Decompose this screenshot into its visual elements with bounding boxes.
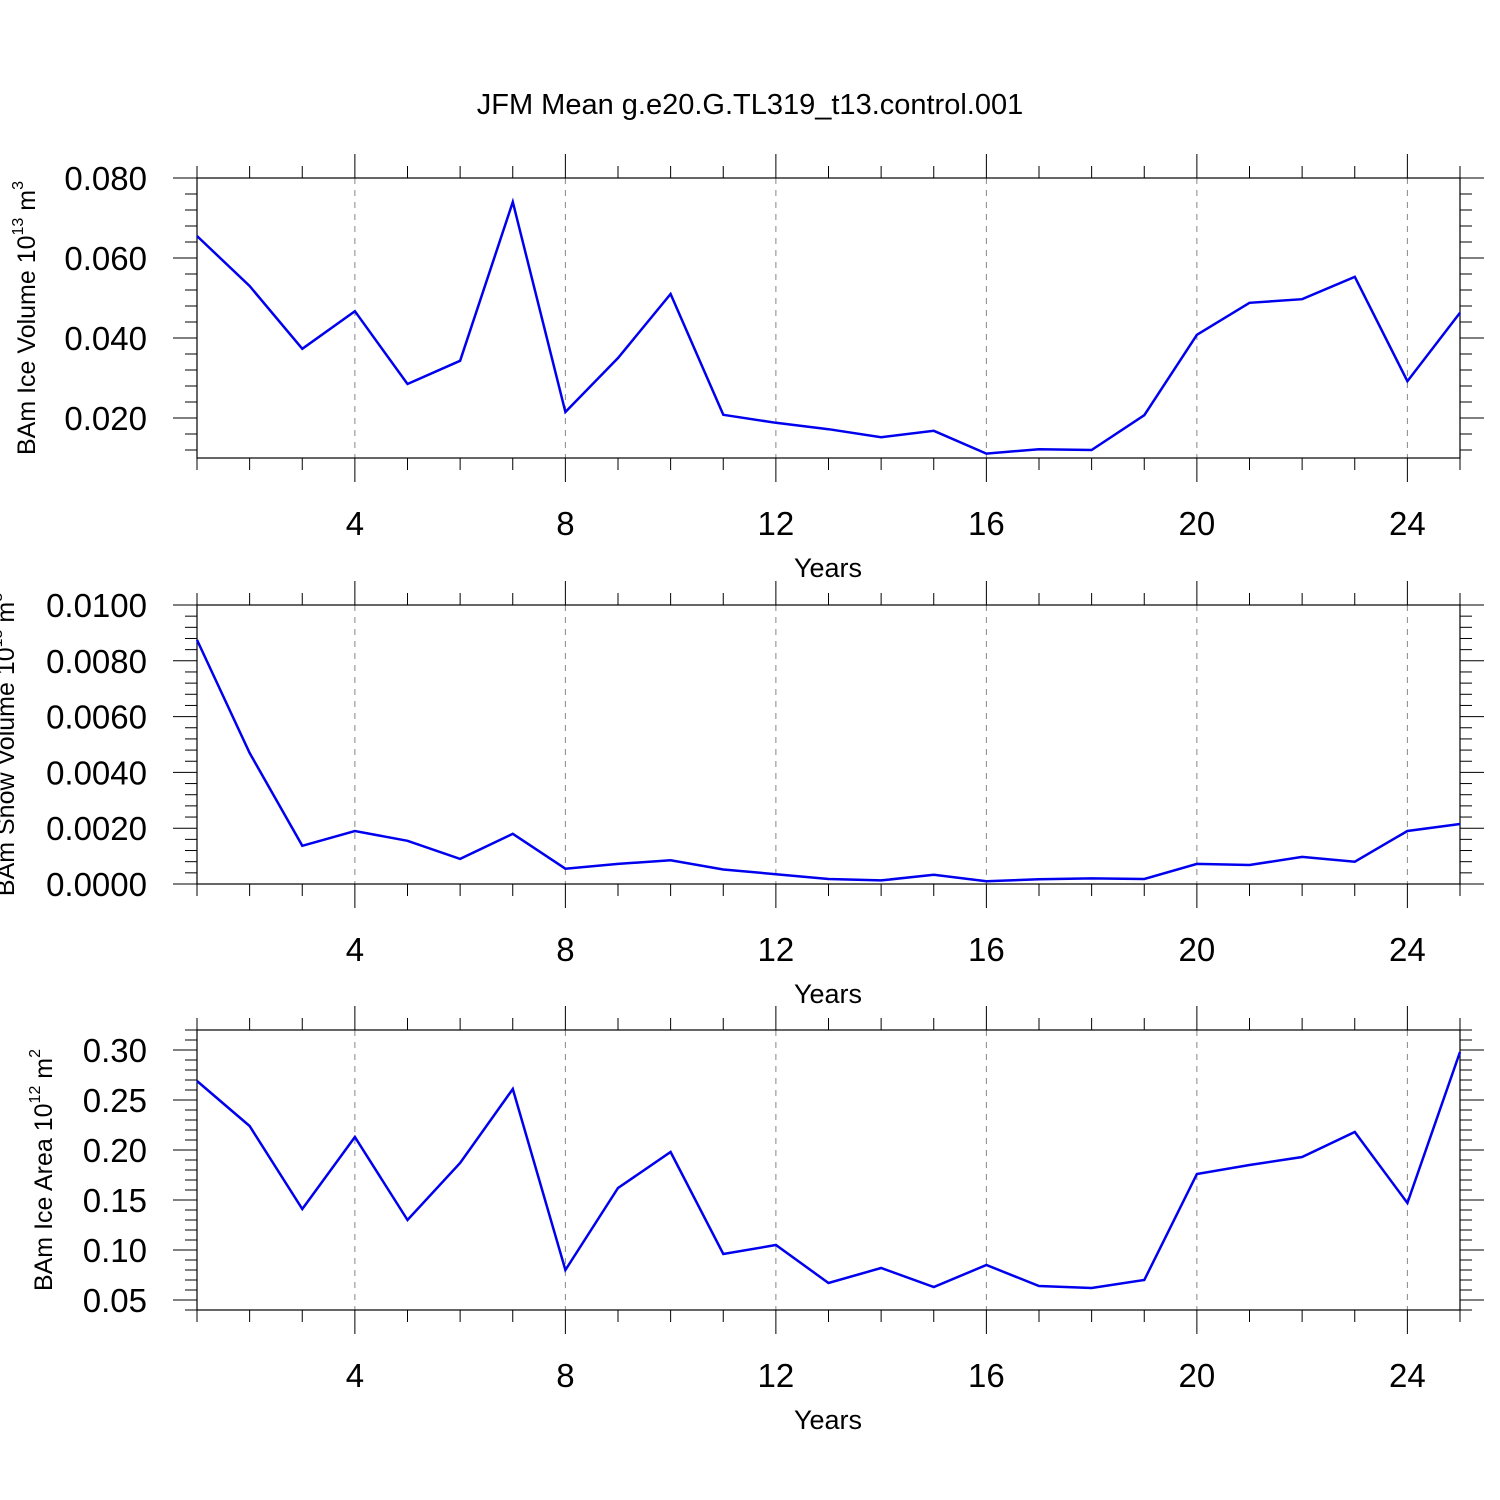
plot-frame bbox=[196, 1029, 1461, 1311]
y-axis-label-text: BAm Ice Volume 10 bbox=[13, 235, 41, 455]
y-tick-label: 0.0080 bbox=[46, 643, 147, 680]
x-tick-label: 16 bbox=[968, 505, 1005, 542]
y-tick-label: 0.0060 bbox=[46, 699, 147, 736]
x-tick-label: 20 bbox=[1179, 505, 1216, 542]
plot-frame bbox=[196, 604, 1461, 885]
x-tick-label: 8 bbox=[556, 505, 574, 542]
panel-1: 0.020 0.040 0.060 0.080 4 8 12 16 20 24 Years BAm I… bbox=[10, 154, 1484, 583]
y-axis-label-unit-exponent: 3 bbox=[10, 181, 27, 190]
y-axis-label-exponent: 12 bbox=[27, 1086, 44, 1104]
x-tick-label: 12 bbox=[758, 1357, 795, 1394]
y-tick-label: 0.040 bbox=[64, 320, 147, 357]
x-axis-label: Years bbox=[794, 553, 862, 583]
x-tick-label: 20 bbox=[1179, 931, 1216, 968]
panel-3: 0.05 0.10 0.15 0.20 0.25 0.30 4 8 12 16 20 24 Years B… bbox=[27, 1006, 1484, 1435]
y-tick-label: 0.05 bbox=[83, 1282, 147, 1319]
y-tick-label: 0.25 bbox=[83, 1082, 147, 1119]
y-axis-label-unit: m bbox=[0, 602, 20, 630]
x-tick-label: 12 bbox=[758, 931, 795, 968]
chart-title: JFM Mean g.e20.G.TL319_t13.control.001 bbox=[477, 89, 1023, 121]
y-tick-label: 0.20 bbox=[83, 1132, 147, 1169]
y-axis-label-text: BAm Snow Volume 10 bbox=[0, 647, 20, 896]
y-tick-label: 0.0020 bbox=[46, 810, 147, 847]
x-tick-label: 24 bbox=[1389, 505, 1426, 542]
y-tick-label: 0.0040 bbox=[46, 754, 147, 791]
x-tick-label: 24 bbox=[1389, 931, 1426, 968]
panel-2: 0.0000 0.0020 0.0040 0.0060 0.0080 0.0100 4 8 12… bbox=[0, 581, 1484, 1009]
y-axis-label: BAm Ice Area 1012 m2 bbox=[27, 1049, 58, 1291]
y-tick-label: 0.060 bbox=[64, 240, 147, 277]
y-axis-label-unit: m bbox=[13, 190, 41, 218]
x-tick-label: 8 bbox=[556, 931, 574, 968]
y-tick-label: 0.080 bbox=[64, 160, 147, 197]
x-tick-label: 16 bbox=[968, 1357, 1005, 1394]
y-axis-label-unit-exponent: 2 bbox=[27, 1049, 44, 1058]
y-axis-label-exponent: 13 bbox=[0, 629, 6, 647]
x-tick-label: 16 bbox=[968, 931, 1005, 968]
y-axis-label: BAm Ice Volume 1013 m3 bbox=[10, 181, 41, 455]
x-tick-label: 8 bbox=[556, 1357, 574, 1394]
y-axis-label-text: BAm Ice Area 10 bbox=[30, 1103, 58, 1291]
x-tick-label: 4 bbox=[346, 931, 364, 968]
y-tick-label: 0.020 bbox=[64, 400, 147, 437]
y-axis-label: BAm Snow Volume 1013 m3 bbox=[0, 593, 20, 896]
y-tick-label: 0.30 bbox=[83, 1032, 147, 1069]
y-tick-label: 0.10 bbox=[83, 1232, 147, 1269]
x-tick-label: 4 bbox=[346, 505, 364, 542]
y-tick-label: 0.15 bbox=[83, 1182, 147, 1219]
x-tick-label: 4 bbox=[346, 1357, 364, 1394]
plot-frame bbox=[196, 177, 1461, 459]
x-axis-label: Years bbox=[794, 1405, 862, 1435]
series-line bbox=[195, 639, 1461, 883]
x-axis-label: Years bbox=[794, 979, 862, 1009]
series-line bbox=[196, 197, 1461, 455]
y-axis-label-unit-exponent: 3 bbox=[0, 593, 6, 602]
y-tick-label: 0.0100 bbox=[46, 587, 147, 624]
y-axis-label-unit: m bbox=[30, 1058, 58, 1086]
series-line bbox=[196, 1051, 1462, 1290]
y-axis-label-exponent: 13 bbox=[10, 218, 27, 236]
x-tick-label: 12 bbox=[758, 505, 795, 542]
y-tick-label: 0.0000 bbox=[46, 866, 147, 903]
x-tick-label: 20 bbox=[1179, 1357, 1216, 1394]
x-tick-label: 24 bbox=[1389, 1357, 1426, 1394]
